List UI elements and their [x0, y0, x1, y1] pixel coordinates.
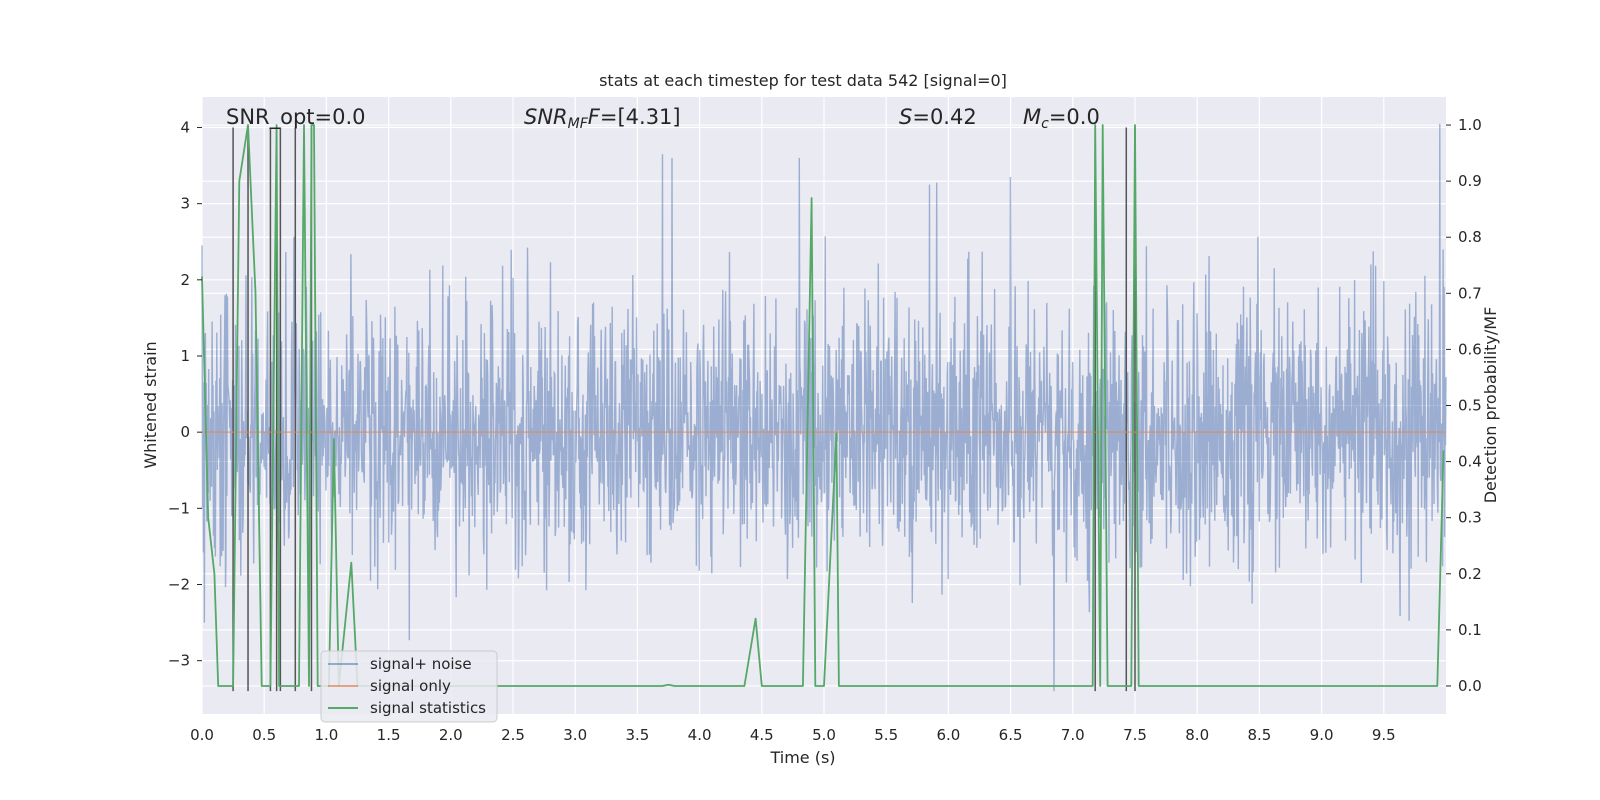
- x-tick-label-5: 2.5: [501, 726, 525, 744]
- x-tick-label-11: 5.5: [874, 726, 898, 744]
- x-tick-label-18: 9.0: [1310, 726, 1334, 744]
- x-tick-label-3: 1.5: [377, 726, 401, 744]
- x-tick-label-1: 0.5: [252, 726, 276, 744]
- legend-label-signal-noise: signal+ noise: [370, 655, 472, 673]
- x-axis-ticks: 0.0 0.5 1.0 1.5 2.0 2.5 3.0 3.5 4.0 4.5 5.0 5.5 6.0 6…: [190, 726, 1396, 744]
- y2-tick-label-4: 0.4: [1458, 453, 1482, 471]
- x-tick-label-7: 3.5: [625, 726, 649, 744]
- y2-axis-label: Detection probability/MF: [1481, 307, 1500, 504]
- x-tick-label-17: 8.5: [1247, 726, 1271, 744]
- legend-frame: [320, 650, 498, 723]
- x-tick-label-0: 0.0: [190, 726, 214, 744]
- y2-tick-label-5: 0.5: [1458, 397, 1482, 415]
- y-tick-label-3: 0: [180, 423, 190, 441]
- legend: signal+ noise signal only signal statist…: [320, 650, 498, 723]
- signal-noise-line: [201, 123, 1447, 692]
- y2-axis-ticks: 0.0 0.1 0.2 0.3 0.4 0.5 0.6 0.7 0.8 0.9 1.0: [1446, 116, 1482, 695]
- legend-label-signal-only: signal only: [370, 677, 451, 695]
- x-axis-label: Time (s): [769, 748, 835, 767]
- annotation-mc: Mc=0.0: [1023, 105, 1100, 132]
- y2-tick-label-0: 0.0: [1458, 677, 1482, 695]
- legend-label-signal-statistics: signal statistics: [370, 699, 486, 717]
- y-tick-label-2: −1: [168, 499, 190, 517]
- annotation-snr-opt: SNR_opt=0.0: [226, 105, 366, 130]
- y-axis-label: Whitened strain: [141, 341, 160, 468]
- x-tick-label-14: 7.0: [1061, 726, 1085, 744]
- x-tick-label-2: 1.0: [314, 726, 338, 744]
- y2-tick-label-9: 0.9: [1458, 172, 1482, 190]
- x-tick-label-19: 9.5: [1372, 726, 1396, 744]
- x-tick-label-15: 7.5: [1123, 726, 1147, 744]
- series-signal-noise: [201, 123, 1447, 692]
- y2-tick-label-1: 0.1: [1458, 621, 1482, 639]
- y-tick-label-0: −3: [168, 652, 190, 670]
- x-tick-label-12: 6.0: [936, 726, 960, 744]
- y-tick-label-4: 1: [180, 347, 190, 365]
- x-tick-label-10: 5.0: [812, 726, 836, 744]
- x-tick-label-16: 8.0: [1185, 726, 1209, 744]
- y2-tick-label-8: 0.8: [1458, 228, 1482, 246]
- y2-tick-label-2: 0.2: [1458, 565, 1482, 583]
- annotation-s: S=0.42: [899, 105, 977, 129]
- x-tick-label-4: 2.0: [439, 726, 463, 744]
- x-tick-label-9: 4.5: [750, 726, 774, 744]
- y-tick-label-6: 3: [180, 195, 190, 213]
- chart-title: stats at each timestep for test data 542…: [599, 71, 1007, 90]
- y2-tick-label-3: 0.3: [1458, 509, 1482, 527]
- y-tick-label-1: −2: [168, 576, 190, 594]
- annotation-snr-mf: SNRMFF=[4.31]: [524, 105, 681, 132]
- y-tick-label-5: 2: [180, 271, 190, 289]
- y2-tick-label-6: 0.6: [1458, 340, 1482, 358]
- x-tick-label-6: 3.0: [563, 726, 587, 744]
- y2-tick-label-10: 1.0: [1458, 116, 1482, 134]
- y-tick-label-7: 4: [180, 118, 190, 136]
- y2-tick-label-7: 0.7: [1458, 284, 1482, 302]
- x-tick-label-13: 6.5: [999, 726, 1023, 744]
- y-axis-ticks: −3 −2 −1 0 1 2 3 4: [168, 118, 202, 670]
- x-tick-label-8: 4.0: [688, 726, 712, 744]
